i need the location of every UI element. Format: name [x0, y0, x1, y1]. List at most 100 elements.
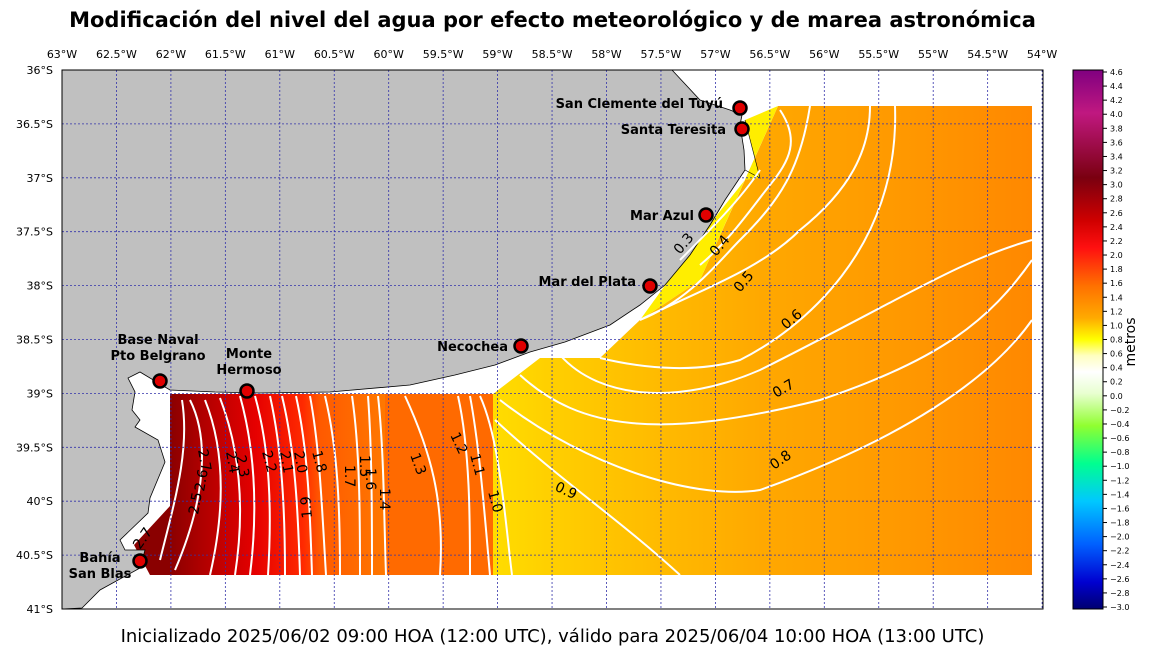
contour-label: 2.5	[186, 491, 206, 516]
colorbar-tick-label: 3.0	[1110, 181, 1123, 190]
map-frame	[61, 69, 1044, 610]
longitude-label: 62°W	[156, 48, 186, 61]
contour-label: 2.0	[290, 450, 310, 475]
map-title: Modificación del nivel del agua por efec…	[69, 8, 1036, 32]
station-marker[interactable]	[239, 383, 255, 399]
station-label: Bahía San Blas	[69, 551, 132, 582]
colorbar: 4.6 4.4 4.2 4.0 3.8 3.6 3.4 3.2 3.0 2.8 2.6 2.4 2.2 2…	[1072, 68, 1129, 612]
station-marker[interactable]	[513, 338, 529, 354]
coastline	[744, 119, 761, 179]
latitude-label: 39.5°S	[16, 441, 53, 454]
contour-label: 2.3	[232, 454, 252, 479]
longitude-label: 59°W	[482, 48, 512, 61]
colorbar-unit-label: metros	[1123, 317, 1139, 367]
station-marker[interactable]	[152, 373, 168, 389]
latitude-labels: 36°S 36.5°S 37°S 37.5°S 38°S 38.5°S 39°S 39.5°S…	[16, 64, 53, 616]
colorbar-tick-label: 2.2	[1110, 237, 1123, 246]
longitude-label: 56.5°W	[749, 48, 790, 61]
colorbar-tick-label: 4.2	[1110, 96, 1123, 105]
colorbar-tick-label: −0.4	[1110, 420, 1129, 429]
station-marker[interactable]	[132, 553, 148, 569]
longitude-label: 61°W	[265, 48, 295, 61]
longitude-label: 56°W	[809, 48, 839, 61]
station-marker[interactable]	[642, 278, 658, 294]
latitude-label: 40.5°S	[16, 549, 53, 562]
colorbar-tick-label: −2.2	[1110, 547, 1129, 556]
station-label: Mar Azul	[630, 209, 694, 224]
contour-label: 1.1	[466, 452, 487, 478]
longitude-label: 55.5°W	[858, 48, 899, 61]
latitude-label: 38.5°S	[16, 334, 53, 347]
contour-label: 2.6	[192, 468, 212, 493]
longitude-label: 60.5°W	[314, 48, 355, 61]
colorbar-tick-label: 3.6	[1110, 138, 1123, 147]
station-label: Monte Hermoso	[216, 347, 281, 378]
contour-label: 1.9	[298, 495, 316, 519]
contour-label: 2.4	[222, 450, 242, 475]
graticule	[62, 70, 1043, 609]
colorbar-tick-label: 1.6	[1110, 279, 1123, 288]
colorbar-tick-label: 2.8	[1110, 195, 1123, 204]
contour-label: 1.3	[406, 451, 429, 477]
colorbar-tick-label: −1.4	[1110, 490, 1129, 499]
longitude-label: 62.5°W	[96, 48, 137, 61]
latitude-label: 41°S	[27, 603, 53, 616]
station-label: Mar del Plata	[539, 275, 637, 290]
longitude-label: 63°W	[47, 48, 77, 61]
contour-label: 1.5	[356, 455, 372, 477]
colorbar-tick-label: 2.4	[1110, 223, 1123, 232]
sea-level-field-main	[493, 106, 1032, 575]
station-label: San Clemente del Tuyú	[556, 97, 723, 112]
longitude-label: 59.5°W	[423, 48, 464, 61]
station-label: Base Naval Pto Belgrano	[110, 333, 205, 364]
longitude-label: 54.5°W	[967, 48, 1008, 61]
colorbar-tick-label: −0.2	[1110, 406, 1129, 415]
colorbar-tick-label: −1.6	[1110, 504, 1129, 513]
station-label: Necochea	[437, 340, 508, 355]
longitude-label: 58.5°W	[532, 48, 573, 61]
colorbar-tick-label: 3.4	[1110, 152, 1123, 161]
longitude-label: 60°W	[374, 48, 404, 61]
contour-label: 1.4	[376, 488, 392, 510]
colorbar-tick-label: −1.2	[1110, 476, 1129, 485]
colorbar-tick-label: 1.0	[1110, 321, 1123, 330]
station-marker[interactable]	[732, 100, 748, 116]
longitude-label: 57.5°W	[641, 48, 682, 61]
colorbar-tick-label: 4.6	[1110, 68, 1123, 77]
colorbar-tick-label: 3.2	[1110, 167, 1123, 176]
contour-label: 1.6	[362, 468, 378, 490]
contour-label: 1.7	[341, 465, 357, 487]
colorbar-tick-label: −2.0	[1110, 533, 1129, 542]
longitude-labels: 63°W 62.5°W 62°W 61.5°W 61°W 60.5°W 60°W 59.5°W…	[47, 48, 1058, 61]
contour-label: 2.2	[258, 449, 279, 475]
colorbar-tick-label: 2.6	[1110, 209, 1123, 218]
colorbar-tick-label: 1.2	[1110, 307, 1123, 316]
latitude-label: 40°S	[27, 495, 53, 508]
longitude-label: 55°W	[918, 48, 948, 61]
latitude-label: 37.5°S	[16, 226, 53, 239]
longitude-label: 58°W	[591, 48, 621, 61]
station-label: Santa Teresita	[621, 123, 726, 138]
contour-label: 2.7	[194, 448, 214, 473]
contour-label: 2.1	[276, 450, 296, 475]
colorbar-tick-label: 4.0	[1110, 110, 1123, 119]
longitude-label: 61.5°W	[205, 48, 246, 61]
sea-level-field-south-east	[385, 394, 493, 575]
station-marker[interactable]	[698, 207, 714, 223]
colorbar-tick-label: −1.0	[1110, 462, 1129, 471]
colorbar-tick-label: 0.8	[1110, 336, 1123, 345]
colorbar-tick-label: 0.6	[1110, 350, 1123, 359]
validity-footer: Inicializado 2025/06/02 09:00 HOA (12:00…	[120, 626, 985, 647]
colorbar-tick-label: −1.8	[1110, 519, 1129, 528]
colorbar-tick-label: −0.6	[1110, 434, 1129, 443]
colorbar-ticks: 4.6 4.4 4.2 4.0 3.8 3.6 3.4 3.2 3.0 2.8 2.6 2.4 2.2 2…	[1103, 68, 1129, 612]
colorbar-tick-label: 0.4	[1110, 364, 1123, 373]
station-marker[interactable]	[734, 121, 750, 137]
latitude-label: 39°S	[27, 387, 53, 400]
latitude-label: 36°S	[27, 64, 53, 77]
latitude-label: 37°S	[27, 172, 53, 185]
colorbar-tick-label: 1.8	[1110, 265, 1123, 274]
colorbar-tick-label: 0.0	[1110, 392, 1123, 401]
tide-stations: San Clemente del Tuyú Santa Teresita Mar…	[69, 97, 750, 582]
colorbar-tick-label: 2.0	[1110, 251, 1123, 260]
